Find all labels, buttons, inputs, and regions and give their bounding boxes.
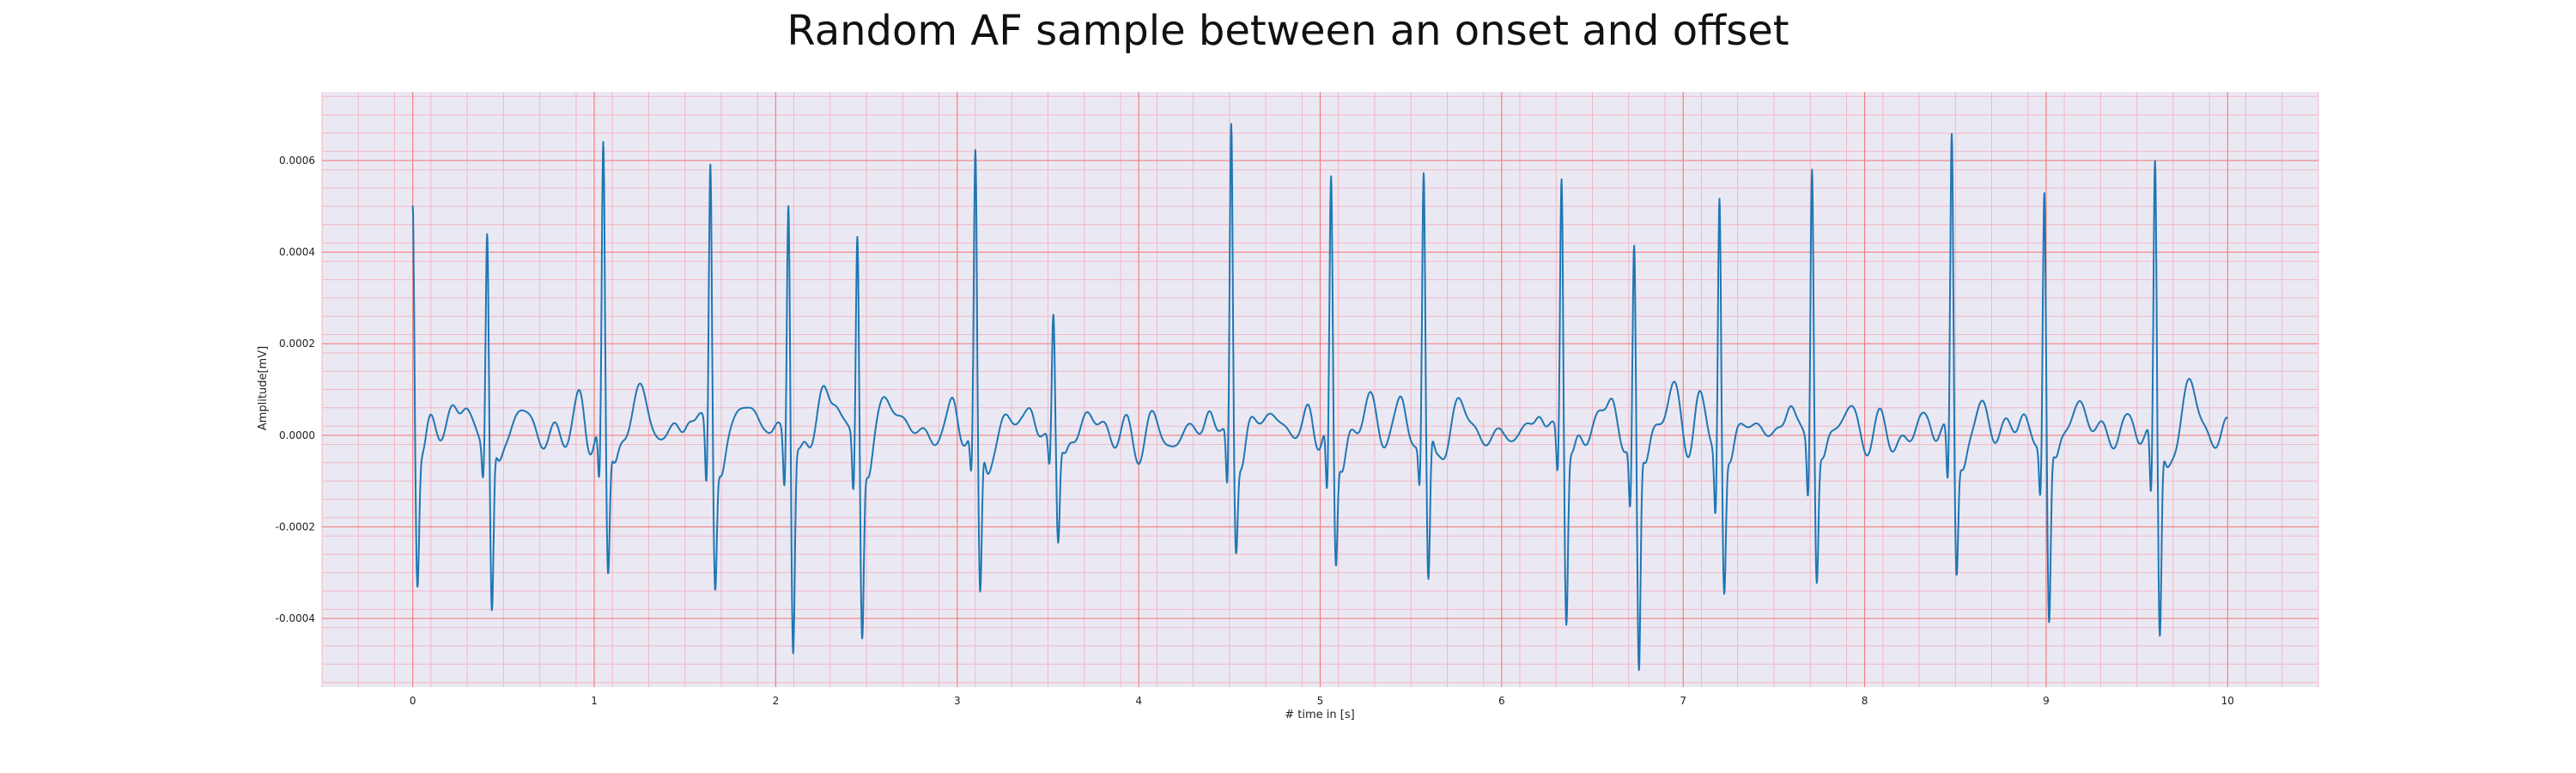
x-tick-label: 0: [410, 695, 416, 707]
x-axis-label: # time in [s]: [1285, 709, 1354, 721]
y-tick-label: 0.0006: [279, 155, 315, 167]
x-tick-label: 3: [954, 695, 961, 707]
x-tick-label: 8: [1862, 695, 1868, 707]
x-tick-label: 2: [773, 695, 780, 707]
x-tick-label: 9: [2043, 695, 2050, 707]
y-tick-label: -0.0002: [276, 520, 315, 533]
x-tick-label: 5: [1317, 695, 1324, 707]
x-tick-label: 7: [1680, 695, 1686, 707]
x-tick-label: 6: [1498, 695, 1505, 707]
y-tick-label: -0.0004: [276, 612, 315, 624]
y-tick-label: 0.0002: [279, 338, 315, 350]
y-tick-label: 0.0004: [279, 247, 315, 259]
x-tick-label: 10: [2221, 695, 2234, 707]
y-tick-label: 0.0000: [279, 429, 315, 441]
x-tick-label: 1: [591, 695, 598, 707]
y-tick-labels: -0.0004 -0.0002 0.0000 0.0002 0.0004 0.0006: [276, 155, 315, 624]
y-axis-label: Amplitude[mV]: [257, 346, 270, 430]
x-tick-label: 4: [1135, 695, 1142, 707]
series-line-ecg: [411, 123, 2229, 672]
major-grid: [322, 92, 2318, 687]
chart-title: Random AF sample between an onset and of…: [787, 7, 1789, 55]
x-tick-labels: 0 1 2 3 4 5 6 7 8 9 10: [410, 695, 2234, 707]
